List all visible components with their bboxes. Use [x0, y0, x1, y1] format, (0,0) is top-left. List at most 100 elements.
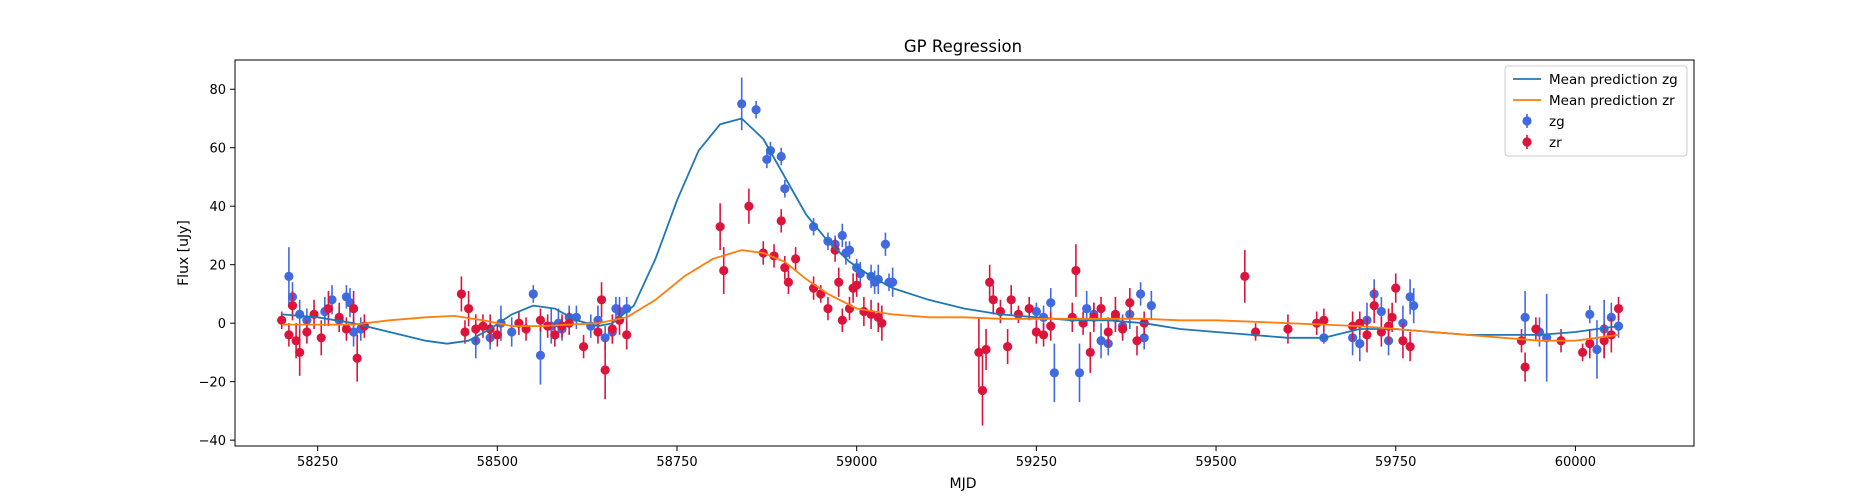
x-tick-label: 59250	[1016, 455, 1057, 470]
data-point-zr	[1085, 347, 1095, 358]
data-point-zr	[1038, 330, 1049, 340]
data-point-zr	[715, 222, 725, 232]
y-tick-label: 40	[209, 200, 226, 215]
data-point-zr	[834, 277, 844, 287]
data-point-zg	[808, 222, 819, 232]
data-point-zg	[1592, 344, 1602, 355]
data-point-zg	[1074, 368, 1085, 378]
data-point-zr	[471, 324, 481, 334]
y-tick-label: 80	[209, 83, 226, 98]
data-point-zr	[535, 315, 546, 325]
x-tick-label: 60000	[1555, 455, 1596, 470]
x-tick-label: 58250	[297, 455, 338, 470]
data-point-zr	[348, 303, 359, 314]
data-point-zg	[1585, 309, 1595, 320]
data-point-zr	[1071, 265, 1081, 276]
x-axis-label: MJD	[950, 476, 977, 492]
data-point-zr	[1110, 309, 1121, 320]
data-point-zr	[1046, 321, 1056, 331]
data-point-zr	[852, 280, 862, 290]
data-point-zr	[977, 385, 988, 396]
data-point-zr	[1003, 341, 1013, 352]
data-point-zr	[316, 333, 326, 343]
legend-label: Mean prediction zg	[1549, 72, 1678, 88]
axes: 58250 58500 58750 59000 59250 59500 59750 60000…	[199, 59, 1695, 470]
data-point-zr	[1283, 324, 1293, 334]
legend-box	[1504, 65, 1688, 157]
data-point-zr	[1387, 312, 1397, 322]
data-point-zg	[837, 230, 847, 241]
data-point-zr	[776, 216, 786, 226]
data-point-zg	[1049, 368, 1059, 378]
y-tick-label: −20	[199, 376, 226, 391]
data-point-zr	[1369, 301, 1379, 311]
data-point-zr	[1613, 303, 1624, 314]
data-point-zg	[507, 327, 517, 337]
data-point-zg	[1405, 292, 1415, 302]
data-point-zr	[1362, 330, 1372, 340]
data-point-zr	[1006, 295, 1016, 305]
data-point-zg	[762, 154, 772, 165]
data-point-zr	[352, 353, 362, 363]
y-tick-label: 20	[209, 259, 226, 274]
x-tick-label: 58750	[656, 455, 697, 470]
data-point-zr	[1103, 327, 1113, 337]
x-tick-label: 59500	[1195, 455, 1236, 470]
axes-frame	[234, 59, 1695, 447]
data-point-zr	[1125, 298, 1135, 308]
data-point-zg	[1376, 306, 1386, 317]
data-point-zr	[492, 330, 502, 340]
data-point-zg	[284, 271, 294, 281]
data-point-zr	[578, 341, 589, 352]
data-point-zr	[1132, 336, 1142, 346]
data-point-zr	[622, 330, 632, 340]
data-point-zg	[1613, 321, 1624, 331]
data-point-zr	[1520, 362, 1530, 372]
data-point-zg	[348, 327, 359, 337]
data-point-zg	[1096, 336, 1106, 346]
data-point-zg	[600, 333, 610, 343]
data-point-zg	[780, 184, 790, 194]
data-point-zr	[744, 201, 754, 211]
data-point-zr	[830, 245, 840, 255]
data-point-zr	[287, 301, 298, 311]
data-point-zr	[456, 289, 466, 299]
data-point-zr	[596, 295, 607, 305]
x-tick-label: 59000	[836, 455, 877, 470]
data-point-zr	[557, 321, 567, 331]
legend-label: zr	[1549, 135, 1562, 151]
data-point-zr	[1606, 330, 1616, 340]
data-point-zr	[1516, 336, 1527, 346]
data-point-zr	[1398, 336, 1408, 346]
data-point-zr	[284, 330, 294, 340]
series-zr	[277, 188, 1624, 426]
data-point-zr	[1096, 303, 1106, 314]
data-point-zg	[1409, 301, 1419, 311]
mean-line-zr	[281, 249, 1619, 342]
data-point-zg	[751, 105, 761, 115]
data-point-zr	[877, 318, 887, 328]
chart-title: GP Regression	[904, 37, 1022, 56]
data-point-zg	[888, 277, 898, 287]
data-point-zr	[478, 321, 488, 331]
data-point-zr	[981, 344, 991, 355]
series-zg	[284, 77, 1624, 403]
data-point-zr	[1118, 324, 1128, 334]
data-point-zg	[1046, 298, 1056, 308]
data-point-zr	[823, 303, 833, 314]
data-point-zr	[1024, 303, 1034, 314]
data-point-zg	[622, 303, 632, 314]
data-point-zr	[1312, 318, 1322, 328]
x-tick-label: 58500	[477, 455, 518, 470]
data-point-zg	[1146, 301, 1156, 311]
data-point-zg	[1135, 289, 1146, 299]
data-point-zr	[460, 327, 470, 337]
data-point-zr	[1391, 283, 1401, 293]
data-point-zr	[791, 254, 801, 264]
legend-swatch-marker	[1522, 137, 1532, 147]
data-point-zg	[1082, 303, 1092, 314]
data-point-zr	[1240, 271, 1250, 281]
data-point-zr	[1599, 336, 1609, 346]
data-point-zr	[974, 347, 984, 358]
